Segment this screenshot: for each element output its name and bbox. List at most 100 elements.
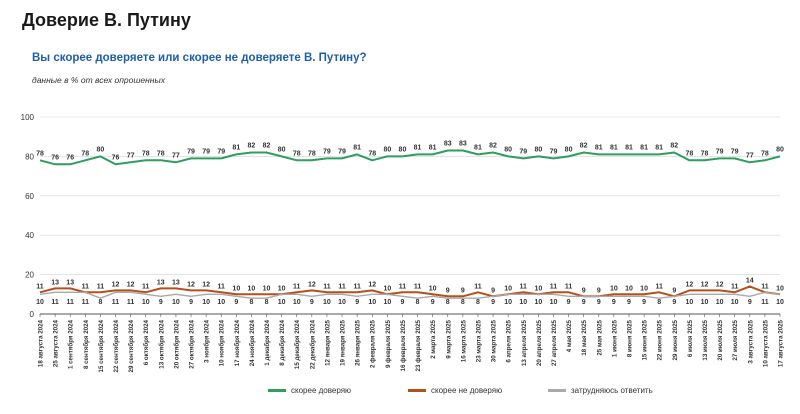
data-label-trust: 81 [353, 144, 361, 151]
data-label-distrust: 11 [338, 283, 346, 290]
data-label-unsure: 10 [550, 299, 558, 306]
data-label-trust: 82 [248, 142, 256, 149]
data-label-trust: 78 [761, 150, 769, 157]
data-label-distrust: 10 [383, 285, 391, 292]
data-label-distrust: 12 [308, 281, 316, 288]
data-label-distrust: 13 [157, 279, 165, 286]
data-label-distrust: 11 [323, 283, 331, 290]
data-label-trust: 80 [383, 146, 391, 153]
data-label-unsure: 10 [383, 299, 391, 306]
data-label-trust: 77 [172, 152, 180, 159]
x-tick-label: 16 марта 2025 [460, 319, 467, 362]
data-label-distrust: 10 [640, 285, 648, 292]
x-tick-label: 9 марта 2025 [445, 319, 452, 358]
data-label-unsure: 9 [567, 299, 571, 306]
data-label-distrust: 9 [672, 287, 676, 294]
data-label-unsure: 9 [355, 299, 359, 306]
data-label-distrust: 11 [414, 283, 422, 290]
data-label-unsure: 11 [127, 299, 135, 306]
data-label-distrust: 11 [655, 283, 663, 290]
y-tick-label: 20 [25, 271, 34, 280]
data-label-unsure: 8 [461, 299, 465, 306]
data-label-trust: 76 [112, 154, 120, 161]
data-label-trust: 80 [504, 146, 512, 153]
series-line-distrust [39, 285, 781, 298]
data-label-unsure: 10 [701, 299, 709, 306]
data-label-trust: 81 [625, 144, 633, 151]
data-label-trust: 78 [36, 150, 44, 157]
data-label-trust: 78 [308, 150, 316, 157]
data-label-unsure: 9 [597, 299, 601, 306]
x-tick-label: 1 июня 2025 [611, 319, 618, 357]
x-tick-label: 22 сентября 2024 [113, 319, 120, 372]
x-tick-label: 29 сентября 2024 [128, 319, 135, 372]
legend-label-trust: скорее доверяю [291, 386, 352, 395]
data-label-unsure: 9 [159, 299, 163, 306]
data-label-trust: 79 [731, 148, 739, 155]
data-label-distrust: 10 [625, 285, 633, 292]
x-tick-label: 6 октября 2024 [143, 319, 150, 365]
data-label-distrust: 11 [550, 283, 558, 290]
x-tick-label: 20 октября 2024 [173, 319, 180, 368]
data-label-trust: 83 [444, 140, 452, 147]
data-label-trust: 78 [293, 150, 301, 157]
data-label-distrust: 11 [565, 283, 573, 290]
data-label-distrust: 11 [82, 283, 90, 290]
x-tick-label: 1 декабря 2024 [264, 319, 271, 365]
data-label-trust: 81 [414, 144, 422, 151]
x-tick-label: 4 мая 2025 [566, 319, 573, 352]
data-label-trust: 79 [323, 148, 331, 155]
data-label-trust: 78 [368, 150, 376, 157]
data-label-trust: 80 [776, 146, 784, 153]
data-label-trust: 81 [429, 144, 437, 151]
data-label-distrust: 10 [278, 285, 286, 292]
data-label-distrust: 10 [610, 285, 618, 292]
data-label-distrust: 11 [142, 283, 150, 290]
data-label-distrust: 11 [761, 283, 769, 290]
data-label-distrust: 11 [399, 283, 407, 290]
data-label-distrust: 12 [202, 281, 210, 288]
data-label-distrust: 12 [716, 281, 724, 288]
x-tick-label: 16 февраля 2025 [400, 319, 407, 371]
data-label-distrust: 11 [474, 283, 482, 290]
data-label-trust: 81 [232, 144, 240, 151]
x-tick-label: 2 февраля 2025 [370, 319, 377, 368]
data-label-distrust: 13 [66, 279, 74, 286]
data-label-unsure: 10 [368, 299, 376, 306]
legend-swatch-distrust [408, 389, 426, 392]
data-label-trust: 81 [655, 144, 663, 151]
data-label-trust: 78 [81, 150, 89, 157]
data-label-distrust: 12 [187, 281, 195, 288]
data-label-unsure: 11 [67, 299, 75, 306]
x-tick-label: 26 января 2025 [355, 319, 362, 365]
data-label-unsure: 10 [534, 299, 542, 306]
data-label-trust: 82 [580, 142, 588, 149]
data-label-unsure: 10 [172, 299, 180, 306]
series-line-trust [39, 149, 781, 166]
legend-swatch-unsure [548, 389, 566, 392]
chart-subtitle: Вы скорее доверяете или скорее не доверя… [32, 52, 367, 64]
data-label-distrust: 9 [597, 287, 601, 294]
data-label-trust: 78 [701, 150, 709, 157]
y-tick-label: 80 [25, 152, 34, 161]
data-label-trust: 79 [338, 148, 346, 155]
data-label-unsure: 10 [731, 299, 739, 306]
data-label-trust: 79 [202, 148, 210, 155]
x-tick-label: 15 сентября 2024 [98, 319, 105, 372]
data-label-distrust: 12 [685, 281, 693, 288]
data-label-unsure: 8 [249, 299, 253, 306]
x-tick-label: 3 августа 2025 [747, 319, 754, 363]
data-label-unsure: 10 [776, 299, 784, 306]
data-label-unsure: 10 [504, 299, 512, 306]
data-label-distrust: 12 [127, 281, 135, 288]
x-tick-label: 27 октября 2024 [189, 319, 196, 368]
x-tick-label: 12 января 2025 [324, 319, 331, 365]
data-label-distrust: 11 [36, 283, 44, 290]
data-label-distrust: 10 [232, 285, 240, 292]
x-tick-label: 10 ноября 2024 [219, 319, 226, 366]
data-label-unsure: 8 [446, 299, 450, 306]
legend-item-trust: скорее доверяю [268, 386, 351, 395]
data-label-unsure: 9 [672, 299, 676, 306]
data-label-unsure: 9 [642, 299, 646, 306]
x-tick-label: 19 января 2025 [340, 319, 347, 365]
